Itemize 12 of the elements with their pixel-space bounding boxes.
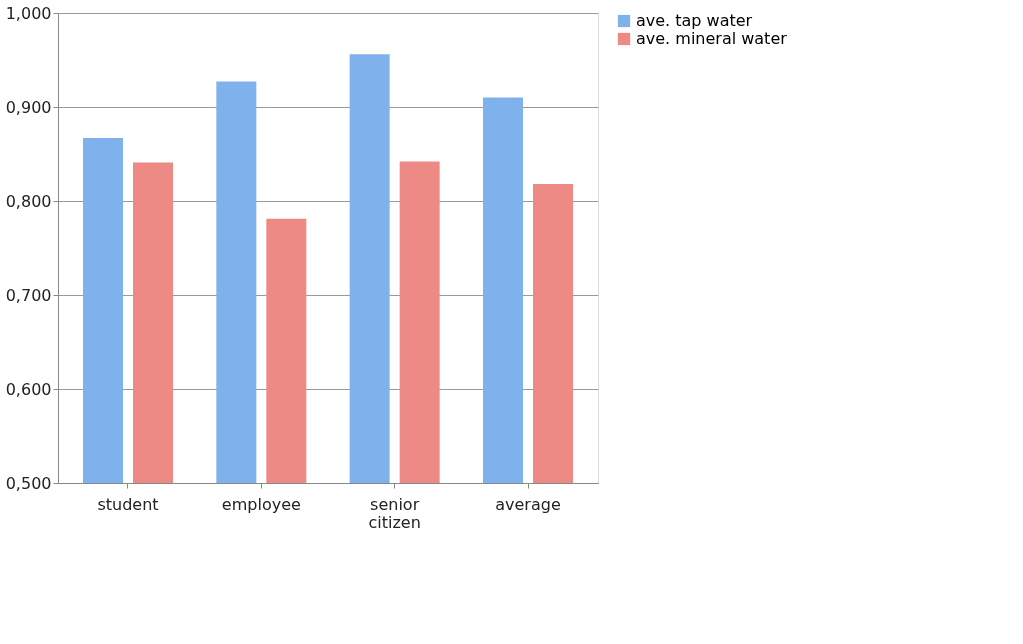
legend-label: ave. tap water [636, 11, 753, 30]
y-tick-label: 0,500 [5, 473, 52, 493]
y-tick-label: 0,700 [5, 285, 52, 305]
y-tick-label: 0,900 [5, 97, 52, 117]
y-tick-label: 1,000 [5, 3, 52, 23]
x-tick-label: average [495, 494, 561, 514]
x-tick-label: employee [221, 494, 301, 514]
x-tick-label: student [97, 494, 159, 514]
y-tick-label: 0,800 [5, 191, 52, 211]
legend-label: ave. mineral water [636, 29, 788, 48]
y-tick-label: 0,600 [5, 379, 52, 399]
x-tick-label: senior citizen [368, 494, 421, 532]
